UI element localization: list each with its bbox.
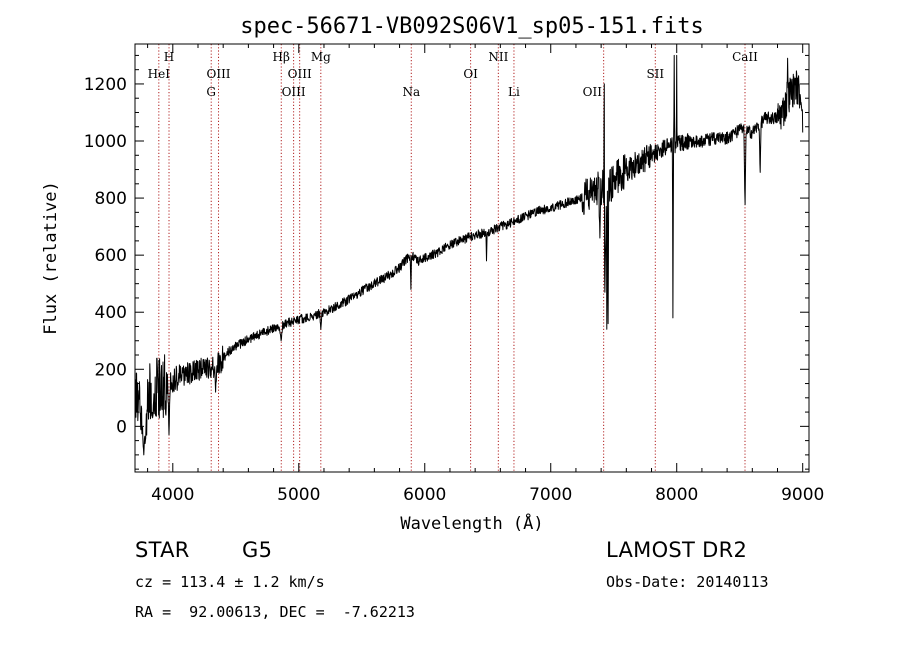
object-subclass: G5: [242, 538, 273, 562]
line-label: Na: [402, 85, 420, 99]
obs-date: Obs-Date: 20140113: [606, 573, 769, 591]
line-label: OIII: [282, 85, 306, 99]
y-tick-label: 600: [95, 246, 127, 266]
x-tick-label: 6000: [403, 485, 446, 505]
line-label: HeI: [148, 67, 171, 81]
line-label: OI: [463, 67, 478, 81]
line-label: G: [206, 85, 216, 99]
spectrum-line: [134, 54, 804, 456]
x-axis-label: Wavelength (Å): [400, 512, 543, 534]
line-label: OIII: [288, 67, 312, 81]
chart-title: spec-56671-VB092S06V1_sp05-151.fits: [240, 14, 704, 39]
coordinates: RA = 92.00613, DEC = -7.62213: [135, 603, 415, 621]
line-label: NII: [488, 50, 508, 64]
y-tick-label: 1000: [84, 132, 127, 152]
line-label: SII: [646, 67, 664, 81]
y-tick-label: 200: [95, 360, 127, 380]
survey-name: LAMOST DR2: [606, 538, 748, 562]
x-tick-label: 8000: [655, 485, 698, 505]
line-label: H: [164, 50, 174, 64]
line-label: Li: [508, 85, 520, 99]
line-labels: H HeI OIII G Hβ OIII OIII Mg Na OI NII Li OII SII CaII: [148, 50, 759, 99]
y-axis-label: Flux (relative): [41, 181, 61, 335]
spectrum-layer: [134, 54, 804, 456]
y-tick-label: 1200: [84, 75, 127, 95]
y-tick-label: 800: [95, 189, 127, 209]
object-class: STAR: [135, 538, 190, 562]
y-tick-label: 400: [95, 303, 127, 323]
x-axis-ticks: 4000 5000 6000 7000 8000 9000: [147, 44, 824, 505]
line-label: CaII: [732, 50, 758, 64]
plot-frame: [134, 43, 810, 473]
line-label: OIII: [206, 67, 230, 81]
line-label: Hβ: [273, 50, 290, 64]
x-tick-label: 9000: [781, 485, 824, 505]
y-tick-label: 0: [116, 417, 127, 437]
x-tick-label: 5000: [277, 485, 320, 505]
y-axis-ticks: 0 200 400 600 800 1000 1200: [84, 54, 809, 470]
line-label: OII: [583, 85, 603, 99]
redshift-text: cz = 113.4 ± 1.2 km/s: [135, 573, 325, 591]
x-tick-label: 7000: [529, 485, 572, 505]
x-tick-label: 4000: [151, 485, 194, 505]
line-markers: [158, 44, 746, 472]
line-label: Mg: [311, 50, 331, 64]
